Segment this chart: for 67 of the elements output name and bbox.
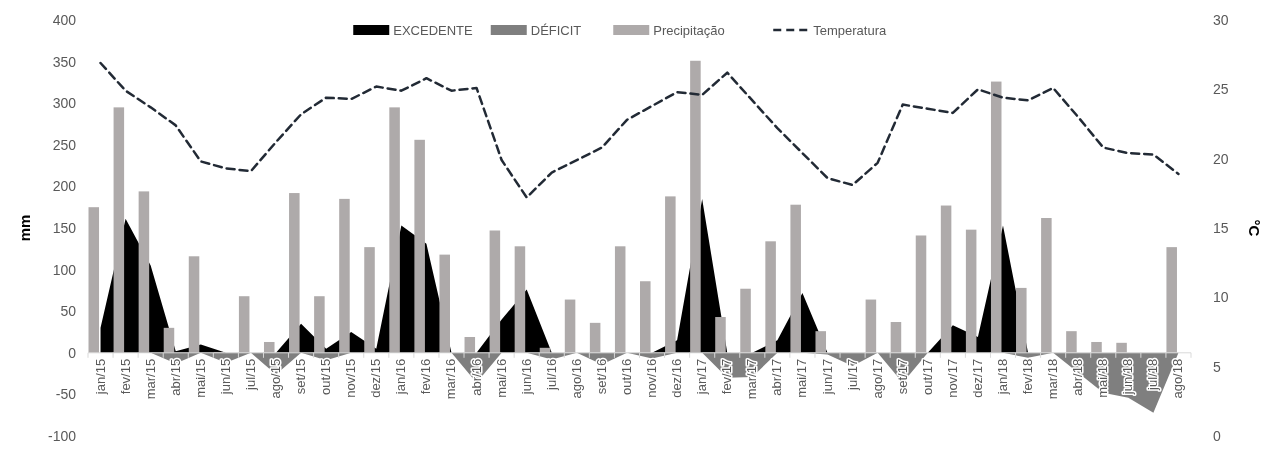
legend-label: DÉFICIT [530, 22, 582, 38]
y-tick-label: 50 [60, 303, 77, 320]
x-tick-label: fev/17 [719, 358, 735, 395]
x-tick-label: mai/15 [192, 358, 208, 398]
x-tick-label: ago/17 [869, 358, 885, 399]
y2-tick-label: 10 [1213, 289, 1229, 306]
x-tick-label: mai/16 [493, 358, 509, 398]
x-tick-label: nov/16 [644, 358, 660, 398]
y-tick-label: 350 [52, 53, 77, 70]
y2-axis-title: °C [1246, 219, 1263, 237]
x-tick-label: mar/15 [142, 358, 158, 400]
y-axis-title: mm [16, 214, 33, 242]
x-tick-label: mai/18 [1095, 358, 1111, 398]
x-tick-label: mar/16 [443, 358, 459, 400]
x-tick-label: jun/15 [217, 358, 233, 396]
x-tick-label: out/15 [318, 358, 334, 395]
y2-tick-label: 25 [1213, 81, 1229, 98]
y2-tick-label: 5 [1213, 358, 1221, 375]
x-tick-label: jan/16 [393, 358, 409, 396]
x-tick-label: ago/16 [568, 358, 584, 399]
x-tick-label: fev/16 [418, 358, 434, 395]
x-tick-label: dez/17 [969, 358, 985, 398]
y-tick-label: 150 [52, 219, 77, 236]
x-tick-label: mai/17 [794, 358, 810, 398]
x-tick-label: jan/18 [994, 358, 1010, 396]
x-tick-label: jan/15 [92, 358, 108, 396]
y-tick-label: -100 [47, 427, 77, 444]
y-tick-label: 300 [52, 95, 77, 112]
x-tick-label: nov/15 [343, 358, 359, 398]
y2-tick-label: 0 [1213, 427, 1221, 444]
x-tick-label: out/17 [919, 358, 935, 395]
x-tick-label: abr/17 [769, 358, 785, 396]
x-tick-label: jul/15 [242, 358, 258, 391]
x-tick-label: out/16 [618, 358, 634, 395]
x-tick-label: jun/16 [518, 358, 534, 396]
x-tick-label: ago/18 [1170, 358, 1186, 399]
y2-tick-label: 20 [1213, 150, 1229, 167]
x-tick-label: set/15 [293, 358, 309, 395]
y-tick-label: 400 [52, 11, 77, 28]
x-tick-label: mar/17 [744, 358, 760, 400]
y2-tick-label: 30 [1213, 11, 1229, 28]
y-tick-label: 100 [52, 261, 77, 278]
x-tick-label: jul/18 [1145, 358, 1161, 391]
x-tick-label: jun/18 [1120, 358, 1136, 396]
y2-tick-label: 15 [1213, 219, 1229, 236]
x-tick-label: jul/17 [844, 358, 860, 391]
x-tick-label: jul/16 [543, 358, 559, 391]
x-tick-label: ago/15 [268, 358, 284, 399]
legend-label: Temperatura [813, 22, 887, 38]
y-tick-label: 200 [52, 178, 77, 195]
y-tick-label: 250 [52, 136, 77, 153]
x-tick-label: set/16 [593, 358, 609, 395]
x-tick-label: dez/16 [669, 358, 685, 398]
x-tick-label: abr/15 [167, 358, 183, 396]
x-tick-label: abr/16 [468, 358, 484, 396]
x-tick-label: abr/18 [1070, 358, 1086, 396]
x-tick-label: fev/15 [117, 358, 133, 395]
legend-label: EXCEDENTE [393, 22, 474, 38]
legend-label: Precipitação [653, 22, 725, 38]
y-tick-label: 0 [68, 344, 77, 361]
x-tick-label: jun/17 [819, 358, 835, 396]
x-tick-label: jan/17 [694, 358, 710, 396]
x-tick-label: nov/17 [944, 358, 960, 398]
x-tick-label: dez/15 [368, 358, 384, 398]
x-tick-label: mar/18 [1045, 358, 1061, 400]
x-tick-label: fev/18 [1020, 358, 1036, 395]
y-tick-label: -50 [55, 386, 77, 403]
